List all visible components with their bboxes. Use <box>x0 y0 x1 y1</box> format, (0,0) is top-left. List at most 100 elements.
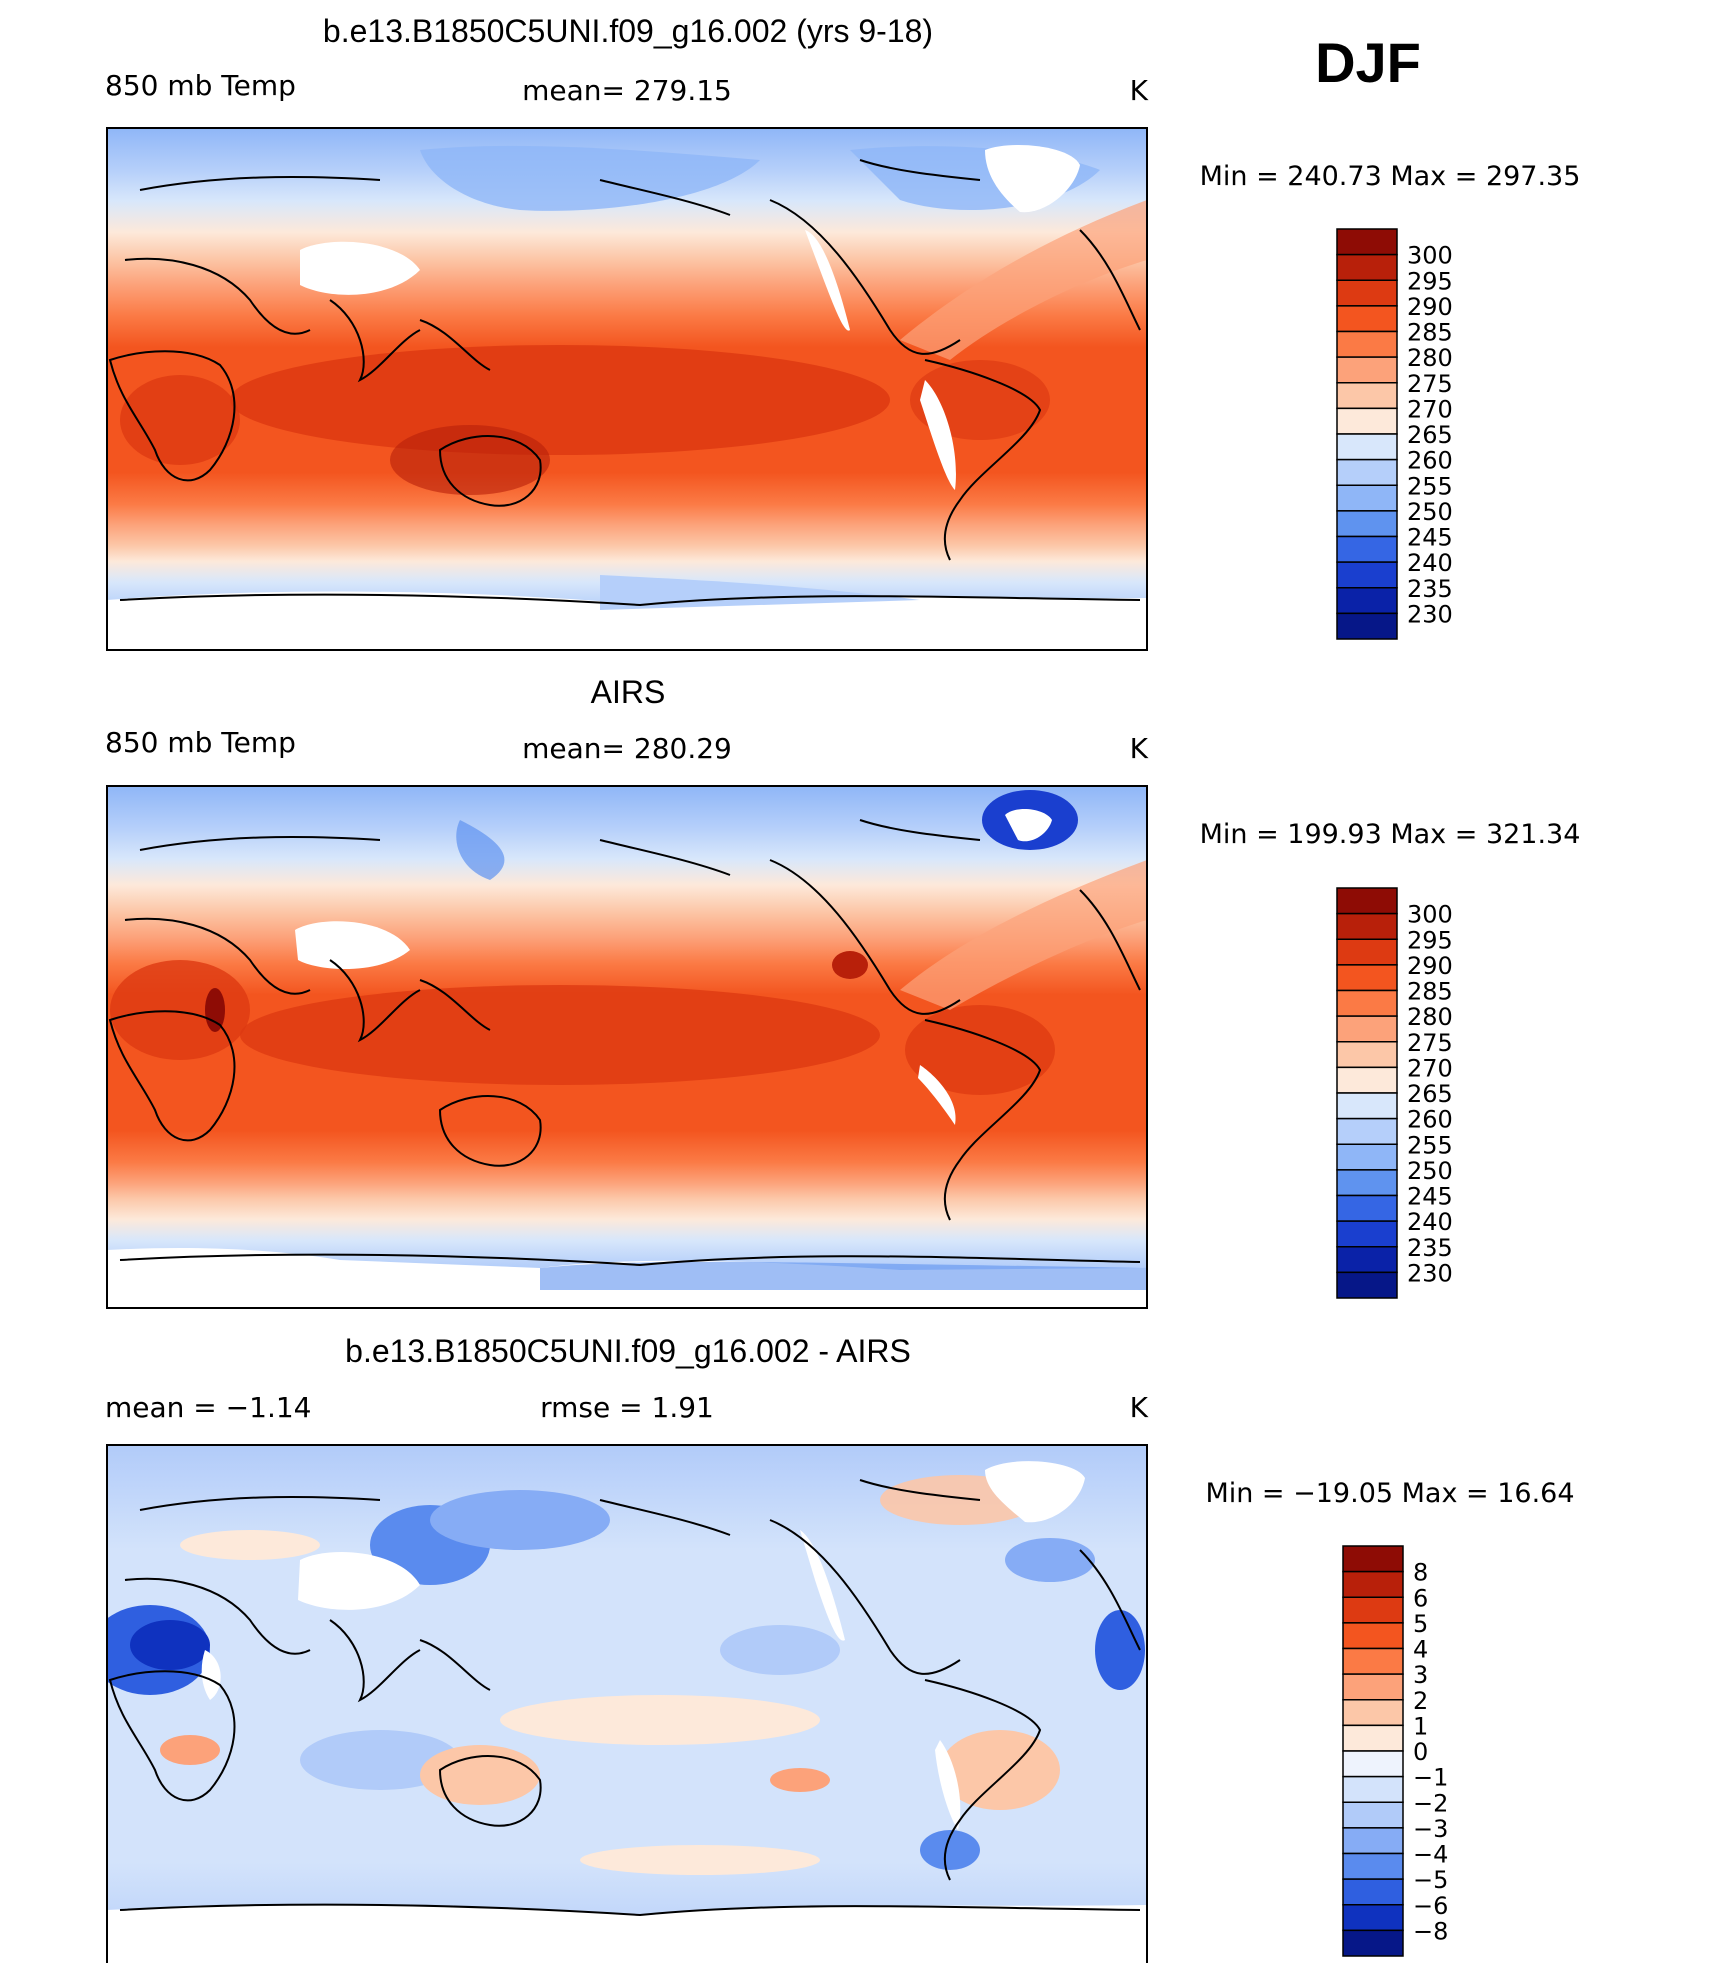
colorbar-tick-label: −5 <box>1413 1866 1448 1894</box>
colorbar-tick-label: −2 <box>1413 1789 1448 1817</box>
colorbar-swatch <box>1336 989 1398 1017</box>
panel-model: b.e13.B1850C5UNI.f09_g16.002 (yrs 9-18) … <box>105 13 1581 651</box>
colorbar-swatch <box>1336 1246 1398 1274</box>
colorbar-tick-label: 300 <box>1407 901 1453 929</box>
colorbar-tick-label: 6 <box>1413 1584 1428 1612</box>
colorbar-swatch <box>1336 587 1398 615</box>
panel-obs-minmax: Min = 199.93 Max = 321.34 <box>1200 819 1581 850</box>
colorbar-swatch <box>1336 1041 1398 1069</box>
colorbar-swatch <box>1336 356 1398 384</box>
colorbar-tick-label: 295 <box>1407 926 1453 954</box>
colorbar-swatch <box>1342 1904 1404 1932</box>
colorbar-tick-label: 270 <box>1407 1054 1453 1082</box>
season-label: DJF <box>1315 31 1421 94</box>
colorbar-swatch <box>1336 228 1398 256</box>
colorbar-swatch <box>1336 887 1398 915</box>
colorbar-tick-label: −3 <box>1413 1815 1448 1843</box>
colorbar-swatch <box>1336 1117 1398 1145</box>
colorbar-swatch <box>1342 1750 1404 1778</box>
colorbar-swatch <box>1336 484 1398 512</box>
colorbar-tick-label: 275 <box>1407 1029 1453 1057</box>
panel-model-variable: 850 mb Temp <box>105 69 296 102</box>
colorbar-swatch <box>1342 1673 1404 1701</box>
colorbar-tick-label: 4 <box>1413 1636 1428 1664</box>
panel-obs-map <box>107 786 1147 1308</box>
colorbar-swatch <box>1336 407 1398 435</box>
panel-diff-minmax: Min = −19.05 Max = 16.64 <box>1205 1478 1574 1509</box>
colorbar-swatch <box>1336 330 1398 358</box>
colorbar-tick-label: 300 <box>1407 242 1453 270</box>
colorbar-swatch <box>1336 1092 1398 1120</box>
colorbar-swatch <box>1336 1066 1398 1094</box>
colorbar-swatch <box>1336 1169 1398 1197</box>
panel-diff: b.e13.B1850C5UNI.f09_g16.002 - AIRS mean… <box>105 1333 1575 1963</box>
colorbar-swatch <box>1342 1622 1404 1650</box>
colorbar-swatch <box>1342 1878 1404 1906</box>
colorbar-tick-label: 295 <box>1407 267 1453 295</box>
panel-obs-mean: mean= 280.29 <box>522 732 732 765</box>
colorbar-swatch <box>1342 1647 1404 1675</box>
colorbar-tick-label: 270 <box>1407 395 1453 423</box>
colorbar-tick-label: 290 <box>1407 293 1453 321</box>
panel-obs: AIRS 850 mb Temp mean= 280.29 K <box>105 674 1581 1309</box>
colorbar-swatch <box>1336 382 1398 410</box>
colorbar-tick-label: −6 <box>1413 1892 1448 1920</box>
panel-diff-map <box>107 1445 1147 1963</box>
colorbar-swatch <box>1336 938 1398 966</box>
colorbar-tick-label: 230 <box>1407 600 1453 628</box>
colorbar-tick-label: 230 <box>1407 1259 1453 1287</box>
colorbar-swatch <box>1336 1015 1398 1043</box>
colorbar-tick-label: 235 <box>1407 575 1453 603</box>
colorbar-tick-label: 5 <box>1413 1610 1428 1638</box>
colorbar-swatch <box>1342 1724 1404 1752</box>
panel-diff-units: K <box>1130 1391 1149 1424</box>
colorbar-tick-label: 245 <box>1407 524 1453 552</box>
colorbar-tick-label: 3 <box>1413 1661 1428 1689</box>
colorbar-swatch <box>1336 964 1398 992</box>
panel-obs-units: K <box>1130 732 1149 765</box>
colorbar-swatch <box>1336 535 1398 563</box>
panel-model-units: K <box>1130 74 1149 107</box>
colorbar-tick-label: 2 <box>1413 1687 1428 1715</box>
panel-obs-title: AIRS <box>591 674 666 710</box>
colorbar-tick-label: 0 <box>1413 1738 1428 1766</box>
colorbar-swatch <box>1336 458 1398 486</box>
colorbar-tick-label: 235 <box>1407 1234 1453 1262</box>
colorbar-swatch <box>1336 1220 1398 1248</box>
colorbar-swatch <box>1336 912 1398 940</box>
panel-model-map <box>107 128 1147 650</box>
colorbar-tick-label: −1 <box>1413 1764 1448 1792</box>
panel-model-minmax: Min = 240.73 Max = 297.35 <box>1200 161 1581 192</box>
colorbar-tick-label: 280 <box>1407 344 1453 372</box>
colorbar-swatch <box>1342 1827 1404 1855</box>
colorbar-swatch <box>1336 561 1398 589</box>
colorbar-tick-label: 8 <box>1413 1559 1428 1587</box>
colorbar-tick-label: 275 <box>1407 370 1453 398</box>
panel-obs-variable: 850 mb Temp <box>105 726 296 759</box>
colorbar-swatch <box>1336 253 1398 281</box>
colorbar-tick-label: 245 <box>1407 1183 1453 1211</box>
colorbar-swatch <box>1336 1143 1398 1171</box>
colorbar-swatch <box>1336 510 1398 538</box>
colorbar-swatch <box>1342 1852 1404 1880</box>
colorbar-tick-label: 250 <box>1407 1157 1453 1185</box>
colorbar-swatch <box>1342 1699 1404 1727</box>
colorbar-tick-label: 255 <box>1407 472 1453 500</box>
colorbar-tick-label: 265 <box>1407 1080 1453 1108</box>
panel-model-title: b.e13.B1850C5UNI.f09_g16.002 (yrs 9-18) <box>323 13 933 49</box>
colorbar-tick-label: 240 <box>1407 1208 1453 1236</box>
panel-diff-rmse: rmse = 1.91 <box>540 1391 714 1424</box>
colorbar-tick-label: 260 <box>1407 1106 1453 1134</box>
colorbar-swatch <box>1342 1929 1404 1957</box>
colorbar-tick-label: 290 <box>1407 952 1453 980</box>
colorbar-tick-label: 265 <box>1407 421 1453 449</box>
colorbar-swatch <box>1342 1596 1404 1624</box>
colorbar-tick-label: 240 <box>1407 549 1453 577</box>
colorbar-swatch <box>1336 305 1398 333</box>
colorbar-tick-label: 260 <box>1407 447 1453 475</box>
colorbar-tick-label: −4 <box>1413 1841 1448 1869</box>
colorbar-swatch <box>1336 1194 1398 1222</box>
colorbar-tick-label: 1 <box>1413 1712 1428 1740</box>
colorbar-swatch <box>1342 1775 1404 1803</box>
